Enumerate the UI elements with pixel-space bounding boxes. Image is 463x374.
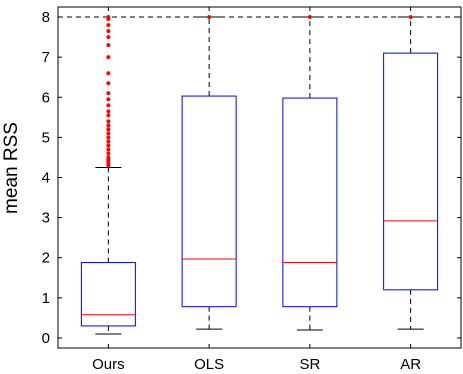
outlier-point — [106, 23, 111, 28]
outlier-point — [106, 103, 111, 108]
outlier-point — [106, 143, 111, 148]
x-tick-label: AR — [400, 356, 421, 373]
outlier-point — [106, 35, 111, 40]
axes-frame — [57, 6, 462, 349]
outlier-point — [106, 127, 111, 132]
outlier-point — [106, 119, 111, 124]
outlier-point — [106, 155, 111, 160]
y-tick-label: 5 — [42, 129, 50, 146]
y-tick-label: 6 — [42, 89, 50, 106]
outlier-point — [106, 14, 111, 20]
outlier-point — [207, 14, 212, 20]
outlier-point — [106, 109, 111, 114]
y-tick-label: 3 — [42, 210, 50, 227]
outlier-point — [408, 14, 413, 20]
y-tick-label: 7 — [42, 49, 50, 66]
outlier-point — [106, 97, 111, 102]
y-tick-label: 0 — [42, 330, 50, 347]
outlier-point — [106, 113, 111, 118]
box-iqr — [80, 262, 136, 327]
outlier-point — [106, 139, 111, 144]
outlier-point — [106, 123, 111, 128]
outlier-point — [106, 71, 111, 76]
outlier-point — [106, 131, 111, 136]
outlier-point — [106, 151, 111, 156]
plot-layer: 0 1 2 3 4 5 6 7 8 Ours OLS SR AR — [42, 6, 462, 373]
y-tick-label: 2 — [42, 250, 50, 267]
outlier-point — [307, 14, 312, 20]
box-iqr — [383, 52, 439, 291]
outlier-point — [106, 91, 111, 96]
y-tick-label: 8 — [42, 9, 50, 26]
box-iqr — [282, 97, 338, 308]
outlier-point — [106, 135, 111, 140]
outlier-point — [106, 55, 111, 60]
y-tick-label: 4 — [42, 170, 50, 187]
x-tick-label: Ours — [92, 356, 125, 373]
outlier-point — [106, 81, 111, 86]
box-iqr — [181, 95, 237, 308]
y-tick-label: 1 — [42, 290, 50, 307]
outlier-point — [106, 147, 111, 152]
outlier-point — [106, 43, 111, 48]
x-tick-label: SR — [299, 356, 320, 373]
y-axis-label: mean RSS — [1, 122, 22, 214]
outlier-point — [106, 29, 111, 34]
x-tick-label: OLS — [194, 356, 224, 373]
